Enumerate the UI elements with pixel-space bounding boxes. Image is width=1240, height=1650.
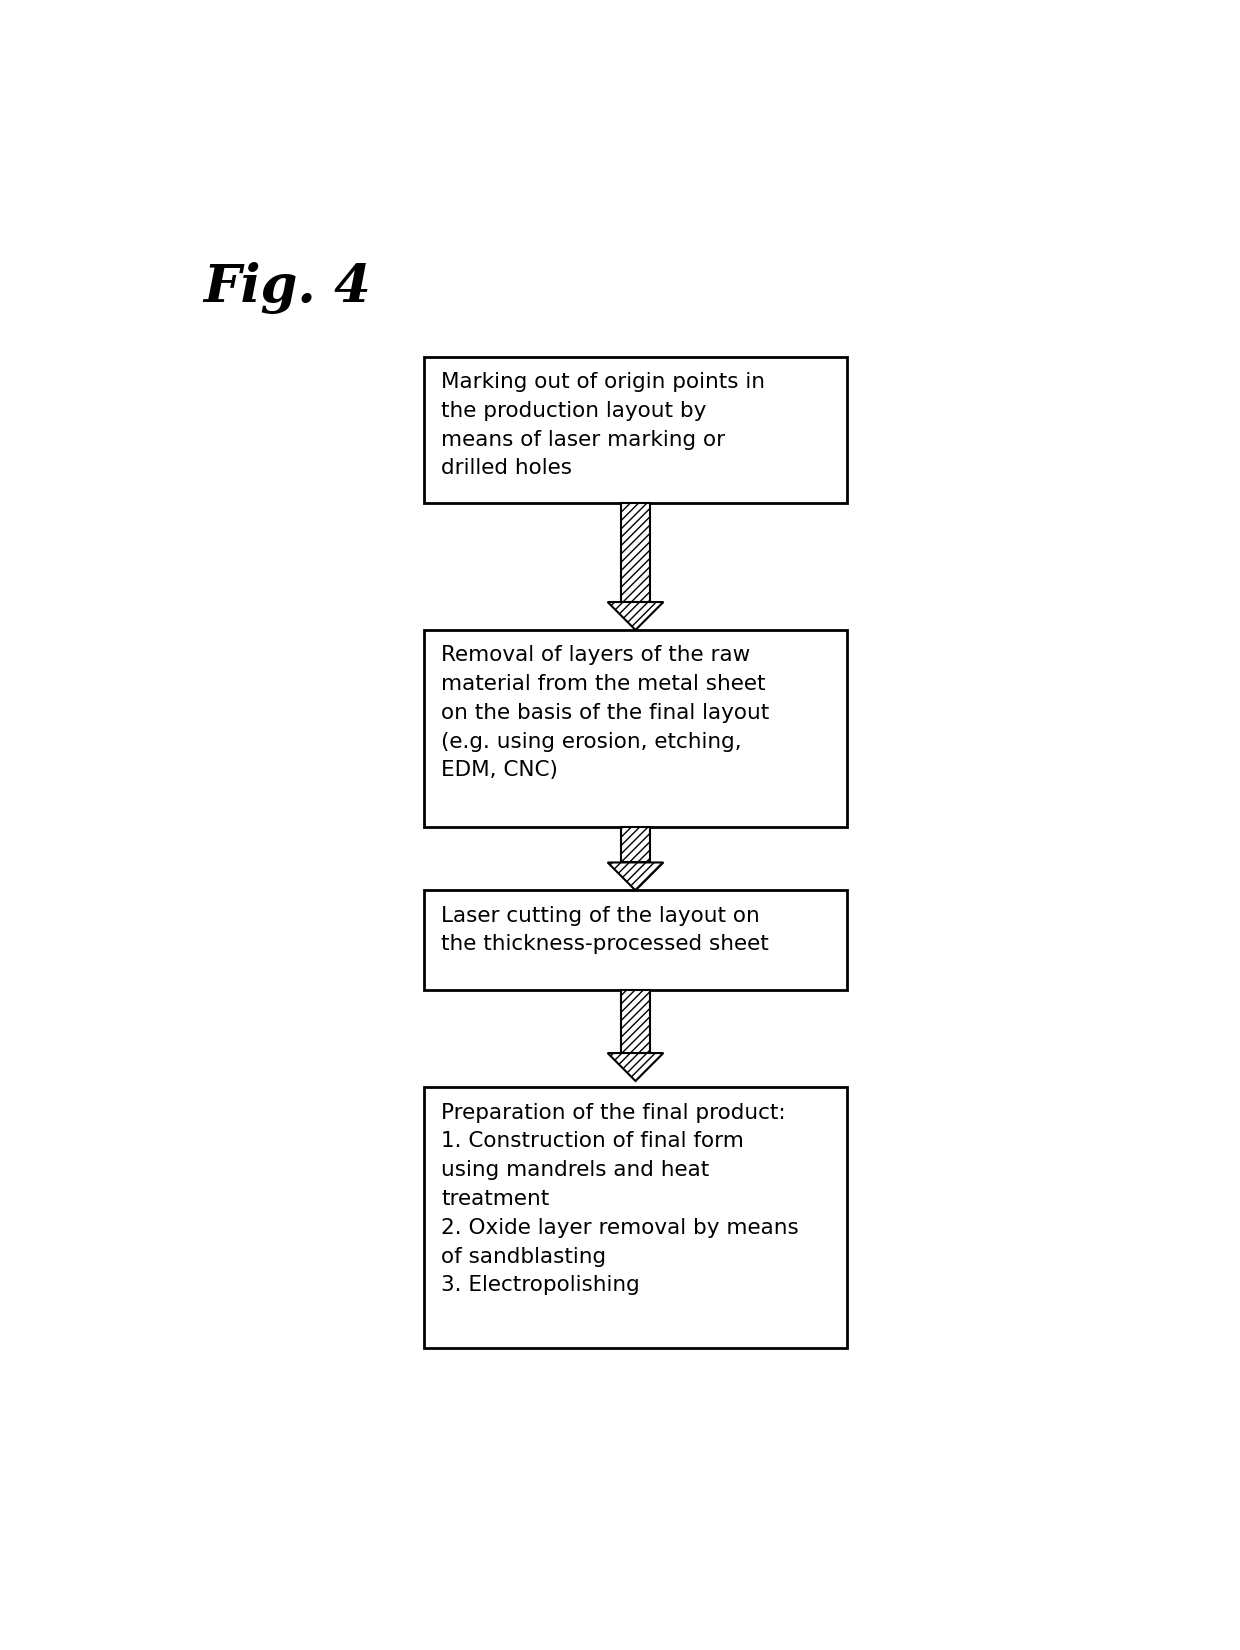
Bar bbox=[424, 891, 847, 990]
Polygon shape bbox=[608, 863, 663, 891]
Text: Marking out of origin points in
the production layout by
means of laser marking : Marking out of origin points in the prod… bbox=[441, 371, 765, 478]
Bar bbox=[621, 827, 650, 863]
Bar bbox=[424, 1087, 847, 1348]
Bar bbox=[621, 990, 650, 1053]
Text: Preparation of the final product:
1. Construction of final form
using mandrels a: Preparation of the final product: 1. Con… bbox=[441, 1102, 799, 1295]
Text: Laser cutting of the layout on
the thickness-processed sheet: Laser cutting of the layout on the thick… bbox=[441, 906, 769, 954]
Bar bbox=[424, 630, 847, 827]
Polygon shape bbox=[608, 602, 663, 630]
Text: Removal of layers of the raw
material from the metal sheet
on the basis of the f: Removal of layers of the raw material fr… bbox=[441, 645, 770, 780]
Text: Fig. 4: Fig. 4 bbox=[203, 262, 371, 314]
Bar bbox=[424, 356, 847, 503]
Polygon shape bbox=[608, 1053, 663, 1081]
Bar bbox=[621, 503, 650, 602]
